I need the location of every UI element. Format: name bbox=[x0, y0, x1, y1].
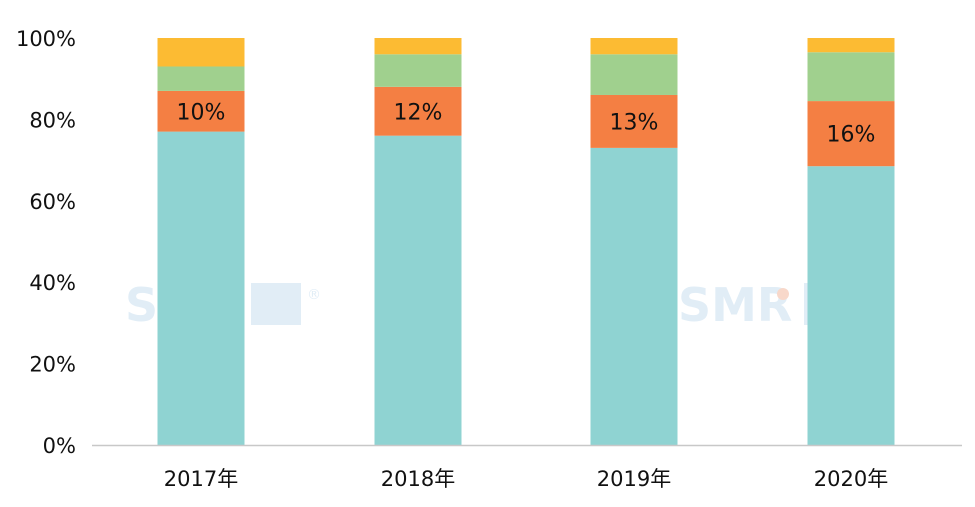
bar-segment bbox=[590, 38, 678, 55]
y-tick-label: 0% bbox=[43, 434, 76, 458]
bar-segment bbox=[590, 147, 678, 445]
bar-segment bbox=[807, 52, 895, 102]
bar-segment bbox=[374, 86, 462, 136]
bar-segment bbox=[157, 90, 245, 132]
y-tick-label: 100% bbox=[16, 27, 76, 51]
bar-segment bbox=[374, 54, 462, 87]
data-label: 10% bbox=[177, 100, 226, 125]
watermark-dot bbox=[777, 288, 789, 300]
data-label: 13% bbox=[610, 110, 659, 135]
watermark-block bbox=[251, 283, 301, 325]
data-label: 16% bbox=[827, 123, 876, 148]
bar-segment bbox=[374, 38, 462, 55]
x-axis-ticks: 2017年 2018年 2019年 2020年 bbox=[164, 467, 888, 491]
data-label: 12% bbox=[394, 100, 443, 125]
bar-segment bbox=[157, 66, 245, 91]
y-tick-label: 80% bbox=[29, 108, 76, 132]
y-tick-label: 60% bbox=[29, 190, 76, 214]
x-tick-label: 2018年 bbox=[381, 467, 455, 491]
bar-segment bbox=[590, 94, 678, 148]
bar-segment bbox=[807, 166, 895, 445]
bars bbox=[157, 38, 895, 446]
watermark-text: SMR bbox=[678, 278, 792, 332]
x-tick-label: 2019年 bbox=[597, 467, 671, 491]
data-labels: 10% 12% 13% 16% bbox=[177, 100, 876, 147]
bar-segment bbox=[157, 38, 245, 67]
bar-segment bbox=[807, 101, 895, 167]
y-tick-label: 40% bbox=[29, 271, 76, 295]
bar-segment bbox=[807, 38, 895, 53]
bar-segment bbox=[590, 54, 678, 95]
y-axis-ticks: 0% 20% 40% 60% 80% 100% bbox=[16, 27, 76, 458]
watermark-registered-mark: ® bbox=[307, 287, 321, 303]
x-tick-label: 2017年 bbox=[164, 467, 238, 491]
y-tick-label: 20% bbox=[29, 353, 76, 377]
bar-segment bbox=[157, 131, 245, 446]
bar-segment bbox=[374, 135, 462, 445]
x-tick-label: 2020年 bbox=[814, 467, 888, 491]
